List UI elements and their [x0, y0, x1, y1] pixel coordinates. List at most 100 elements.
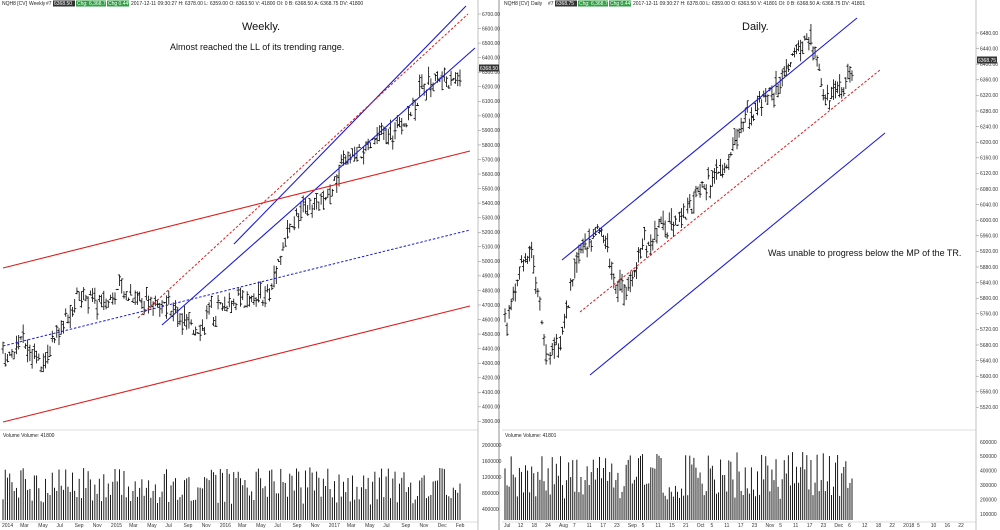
- chart-symbol: NQH8 [CV]: [504, 1, 530, 7]
- time-axis-label: 11: [724, 523, 729, 529]
- time-axis-label: Jul: [56, 523, 62, 529]
- time-axis-label: 2018: [903, 523, 914, 529]
- price-bar: [21, 324, 25, 343]
- time-axis-label: 2014: [2, 523, 13, 529]
- price-bar: [28, 344, 32, 362]
- price-bar: [88, 290, 92, 296]
- price-bar: [651, 238, 655, 251]
- time-axis-label: Aug: [559, 523, 568, 529]
- weekly-annotation-note: Almost reached the LL of its trending ra…: [170, 42, 344, 52]
- price-bar: [330, 188, 334, 197]
- price-bar: [68, 304, 72, 329]
- price-bar: [451, 77, 455, 81]
- price-bar: [252, 293, 256, 305]
- price-axis-label: 6040.00: [980, 202, 998, 208]
- price-bar: [708, 184, 712, 199]
- price-bar: [727, 154, 731, 170]
- price-axis-label: 4800.00: [482, 288, 500, 294]
- change-tag-bg: [76, 0, 106, 7]
- price-bar: [250, 295, 254, 303]
- price-bar: [270, 283, 274, 291]
- price-bar: [319, 193, 323, 205]
- price-bar: [577, 244, 581, 264]
- volume-axis-label: 400000: [980, 469, 997, 475]
- price-bar: [158, 302, 162, 317]
- price-bar: [581, 238, 585, 254]
- price-bar: [23, 343, 28, 349]
- weekly-channel-lower-line: [161, 47, 476, 326]
- time-axis-label: Nov: [93, 523, 102, 529]
- price-bar: [301, 195, 305, 213]
- price-bar: [536, 288, 540, 298]
- price-bar: [373, 137, 377, 145]
- time-axis-label: 17: [600, 523, 606, 529]
- time-axis-label: Jul: [274, 523, 280, 529]
- price-bar: [306, 205, 310, 216]
- time-axis-label: May: [147, 523, 157, 529]
- price-bar: [503, 308, 507, 323]
- price-bar: [606, 233, 610, 253]
- price-axis-label: 4700.00: [482, 303, 500, 309]
- price-bar: [218, 302, 222, 305]
- price-bar: [831, 79, 836, 100]
- price-bar: [696, 186, 700, 193]
- price-bar: [729, 152, 733, 157]
- price-bar: [663, 220, 667, 238]
- price-bar: [649, 234, 653, 256]
- price-bar: [449, 70, 453, 86]
- price-bar: [35, 350, 39, 364]
- last-price-tag-bg: [53, 0, 75, 7]
- price-bar: [624, 286, 628, 301]
- price-bar: [164, 295, 169, 319]
- price-bar: [836, 81, 840, 94]
- daily-annotation-note: Was unable to progress below the MP of t…: [768, 248, 961, 258]
- change-pct-tag-bg: [609, 0, 631, 7]
- price-axis-label: 5560.00: [980, 390, 998, 396]
- price-axis-label: 6400.00: [482, 55, 500, 61]
- price-bar: [413, 99, 417, 121]
- price-bar: [657, 218, 661, 228]
- price-bar: [515, 279, 519, 287]
- time-axis-label: Jul: [504, 523, 510, 529]
- price-bar: [507, 304, 511, 319]
- price-axis-label: 4000.00: [482, 405, 500, 411]
- price-bar: [317, 201, 321, 211]
- price-axis-label: 6100.00: [482, 99, 500, 105]
- weekly-annotation-title: Weekly.: [242, 21, 280, 33]
- price-bar: [292, 216, 296, 231]
- price-axis-label: 5840.00: [980, 280, 998, 286]
- price-bar: [564, 300, 569, 319]
- price-bar: [694, 185, 698, 198]
- price-bar: [66, 314, 70, 324]
- price-bar: [704, 184, 708, 201]
- price-axis-label: 6000.00: [980, 218, 998, 224]
- price-bar: [825, 84, 829, 101]
- price-bar: [458, 69, 462, 87]
- price-bar: [131, 298, 135, 303]
- price-bar: [214, 315, 218, 328]
- price-bar: [355, 147, 359, 162]
- time-axis-label: 11: [655, 523, 660, 529]
- price-bar: [626, 276, 630, 291]
- price-axis-label: 5680.00: [980, 343, 998, 349]
- price-bar: [191, 329, 196, 335]
- time-axis-label: Nov: [202, 523, 211, 529]
- price-bar: [14, 335, 19, 355]
- price-axis-label: 6480.00: [980, 31, 998, 37]
- price-bar: [203, 326, 207, 336]
- chart-tag-number: #7: [548, 1, 554, 7]
- price-axis-label: 6320.00: [980, 93, 998, 99]
- price-bar: [138, 291, 142, 302]
- time-axis-label: 15: [669, 523, 675, 529]
- price-bar: [599, 227, 604, 237]
- price-bar: [39, 366, 43, 373]
- price-bar: [59, 320, 63, 335]
- price-bar: [254, 297, 258, 307]
- price-axis-label: 4200.00: [482, 376, 500, 382]
- price-bar: [259, 281, 263, 299]
- price-bar: [393, 122, 397, 140]
- price-bar: [593, 226, 597, 236]
- price-bar: [433, 73, 437, 82]
- time-axis-label: Sep: [401, 523, 410, 529]
